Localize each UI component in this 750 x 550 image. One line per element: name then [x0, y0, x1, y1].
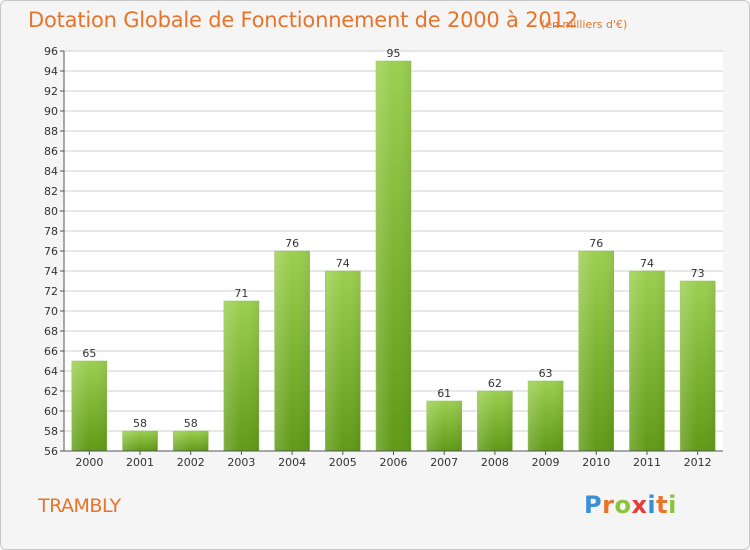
bar-highlight — [578, 251, 614, 451]
logo-letter: o — [614, 491, 632, 519]
y-tick-label: 60 — [44, 405, 58, 418]
bar-highlight — [274, 251, 310, 451]
y-tick-label: 64 — [44, 365, 58, 378]
bar-value-label: 58 — [184, 417, 198, 430]
x-tick-label: 2003 — [227, 456, 255, 469]
bar-highlight — [325, 271, 361, 451]
y-tick-label: 82 — [44, 185, 58, 198]
y-tick-label: 90 — [44, 105, 58, 118]
bar-highlight — [71, 361, 107, 451]
bar-highlight — [376, 61, 411, 451]
y-tick-label: 80 — [44, 205, 58, 218]
bar-highlight — [629, 271, 665, 451]
y-tick-label: 72 — [44, 285, 58, 298]
bar-value-label: 63 — [539, 367, 553, 380]
bar-value-label: 74 — [640, 257, 654, 270]
logo-letter: t — [656, 491, 669, 519]
logo-letter: i — [647, 491, 657, 519]
y-tick-label: 92 — [44, 85, 58, 98]
bar-highlight — [477, 391, 513, 451]
commune-name: TRAMBLY — [38, 495, 121, 517]
y-tick-label: 56 — [44, 445, 58, 458]
bar-highlight — [223, 301, 259, 451]
y-tick-label: 86 — [44, 145, 58, 158]
x-tick-label: 2001 — [126, 456, 154, 469]
bar-highlight — [173, 431, 209, 451]
chart-title: Dotation Globale de Fonctionnement de 20… — [28, 8, 578, 32]
y-tick-label: 84 — [44, 165, 58, 178]
bar-value-label: 62 — [488, 377, 502, 390]
bar-value-label: 74 — [336, 257, 350, 270]
y-tick-label: 62 — [44, 385, 58, 398]
y-tick-label: 94 — [44, 65, 58, 78]
bar-value-label: 61 — [437, 387, 451, 400]
x-tick-label: 2006 — [380, 456, 408, 469]
x-tick-label: 2002 — [177, 456, 205, 469]
bar-highlight — [528, 381, 564, 451]
bar-value-label: 76 — [285, 237, 299, 250]
bars: 65 58 58 71 76 74 95 61 62 63 76 74 73 — [71, 47, 716, 452]
logo-letter: P — [584, 491, 603, 519]
logo-letter: x — [631, 491, 648, 519]
proxiti-logo[interactable]: Proxiti — [584, 491, 677, 519]
x-tick-label: 2005 — [329, 456, 357, 469]
x-tick-label: 2008 — [481, 456, 509, 469]
bar-value-label: 58 — [133, 417, 147, 430]
bar-value-label: 73 — [691, 267, 705, 280]
bar-value-label: 76 — [589, 237, 603, 250]
bar-value-label: 71 — [234, 287, 248, 300]
x-tick-label: 2012 — [684, 456, 712, 469]
y-tick-label: 74 — [44, 265, 58, 278]
x-tick-label: 2011 — [633, 456, 661, 469]
bar-highlight — [426, 401, 462, 451]
y-tick-label: 68 — [44, 325, 58, 338]
y-tick-label: 76 — [44, 245, 58, 258]
x-tick-label: 2000 — [75, 456, 103, 469]
logo-letter: r — [602, 491, 615, 519]
axes: 56 58 60 62 64 66 68 70 72 74 76 78 80 82 84 86 88 90 92 94… — [44, 45, 723, 469]
y-tick-label: 88 — [44, 125, 58, 138]
y-tick-label: 78 — [44, 225, 58, 238]
bar-value-label: 95 — [387, 47, 401, 60]
x-tick-label: 2009 — [532, 456, 560, 469]
x-tick-label: 2007 — [430, 456, 458, 469]
bar-highlight — [680, 281, 716, 451]
x-tick-label: 2004 — [278, 456, 306, 469]
y-tick-label: 70 — [44, 305, 58, 318]
y-tick-label: 66 — [44, 345, 58, 358]
x-tick-label: 2010 — [582, 456, 610, 469]
bar-highlight — [122, 431, 158, 451]
chart-subtitle: (en milliers d'€) — [541, 18, 628, 31]
y-tick-label: 58 — [44, 425, 58, 438]
bar-value-label: 65 — [82, 347, 96, 360]
y-tick-label: 96 — [44, 45, 58, 58]
logo-letter: i — [668, 491, 677, 519]
